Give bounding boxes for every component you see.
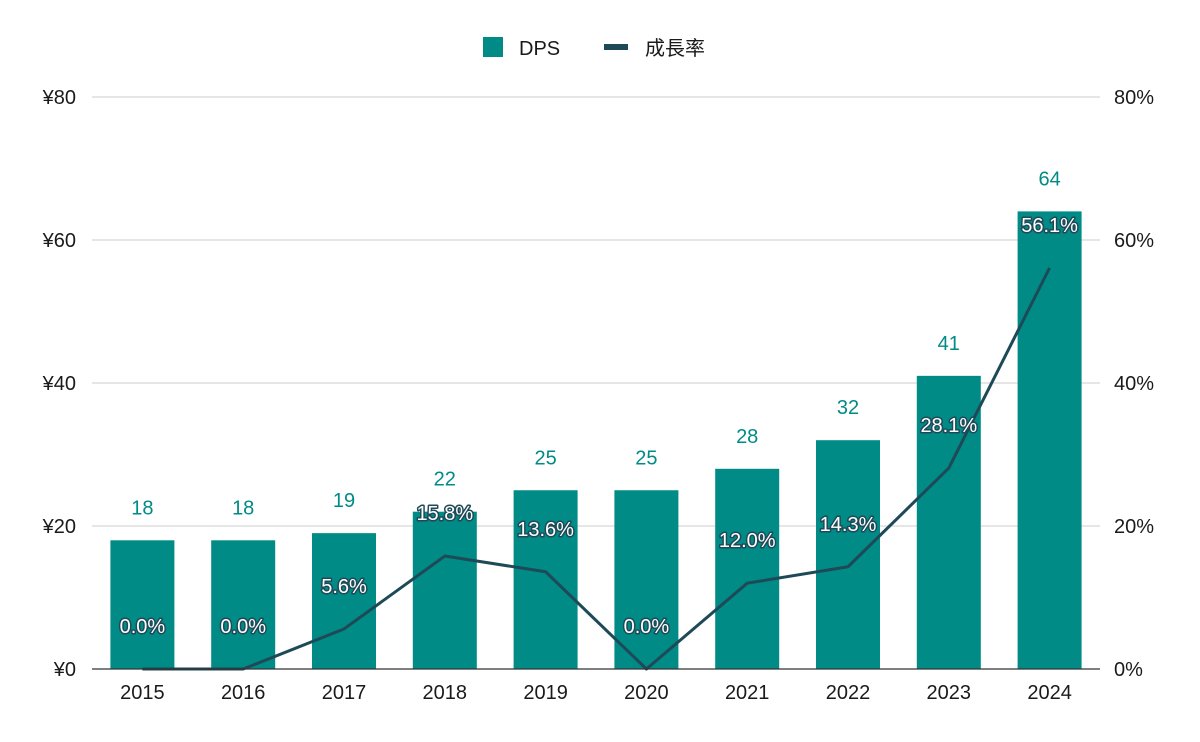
x-tick-label: 2019 <box>523 682 568 704</box>
growth-data-labels: 0.0% 0.0% 5.6% 15.8% 13.6% 0.0% 12.0% 14.3% 28.1… <box>118 213 1080 639</box>
dps-bar <box>1017 211 1082 669</box>
y-left-tick-label: ¥80 <box>42 87 76 109</box>
dps-value-label: 18 <box>131 497 153 519</box>
dps-value-label: 25 <box>635 447 657 469</box>
growth-value-label: 0.0% <box>624 616 670 638</box>
dps-bar <box>412 511 477 669</box>
growth-value-label: 5.6% <box>321 576 367 598</box>
dps-bars <box>110 211 1082 669</box>
growth-value-label: 15.8% <box>416 503 473 525</box>
dps-bar <box>715 468 780 669</box>
dps-value-label: 28 <box>736 426 758 448</box>
legend: DPS 成長率 <box>483 37 705 60</box>
y-right-tick-label: 40% <box>1114 373 1154 395</box>
y-left-tick-label: ¥40 <box>42 373 76 395</box>
dps-bar <box>110 540 175 669</box>
x-tick-label: 2017 <box>322 682 367 704</box>
y-right-tick-label: 20% <box>1114 516 1154 538</box>
dps-value-label: 32 <box>837 397 859 419</box>
dps-value-label: 41 <box>938 333 960 355</box>
dps-value-label: 19 <box>333 490 355 512</box>
dps-value-label: 25 <box>534 447 556 469</box>
legend-swatch-growth <box>604 44 628 50</box>
y-right-tick-label: 60% <box>1114 230 1154 252</box>
y-left-tick-label: ¥60 <box>42 230 76 252</box>
growth-line-layer <box>142 267 1051 671</box>
growth-value-label: 12.0% <box>719 530 776 552</box>
y-right-tick-label: 80% <box>1114 87 1154 109</box>
growth-value-label: 0.0% <box>220 616 266 638</box>
dps-bar <box>816 440 880 669</box>
dps-bar <box>211 540 276 669</box>
growth-value-label: 28.1% <box>920 415 977 437</box>
y-left-tick-label: ¥0 <box>53 659 76 681</box>
dps-data-labels: 18 18 19 22 25 25 28 32 41 64 <box>131 168 1060 519</box>
x-tick-label: 2016 <box>221 682 266 704</box>
x-tick-label: 2020 <box>624 682 669 704</box>
growth-value-label: 56.1% <box>1021 215 1078 237</box>
dps-bar <box>513 490 578 669</box>
growth-value-label: 14.3% <box>820 514 877 536</box>
growth-value-label: 13.6% <box>517 519 574 541</box>
axes: ¥0 ¥20 ¥40 ¥60 ¥80 0% 20% 40% 60% 80% 2015 2016 2017… <box>42 87 1155 704</box>
dps-bar <box>614 490 679 669</box>
legend-swatch-dps <box>483 37 503 57</box>
legend-label-growth: 成長率 <box>645 37 705 60</box>
x-tick-label: 2018 <box>423 682 468 704</box>
dps-bar <box>312 533 376 669</box>
x-tick-label: 2015 <box>120 682 165 704</box>
dps-value-label: 64 <box>1038 168 1060 190</box>
x-tick-label: 2024 <box>1027 682 1072 704</box>
dps-value-label: 18 <box>232 497 254 519</box>
growth-value-label: 0.0% <box>120 616 166 638</box>
growth-line <box>142 267 1051 671</box>
legend-label-dps: DPS <box>519 38 560 60</box>
x-tick-label: 2023 <box>927 682 972 704</box>
dps-value-label: 22 <box>434 469 456 491</box>
y-right-tick-label: 0% <box>1114 659 1143 681</box>
x-tick-label: 2022 <box>826 682 871 704</box>
x-tick-label: 2021 <box>725 682 770 704</box>
y-left-tick-label: ¥20 <box>42 516 76 538</box>
